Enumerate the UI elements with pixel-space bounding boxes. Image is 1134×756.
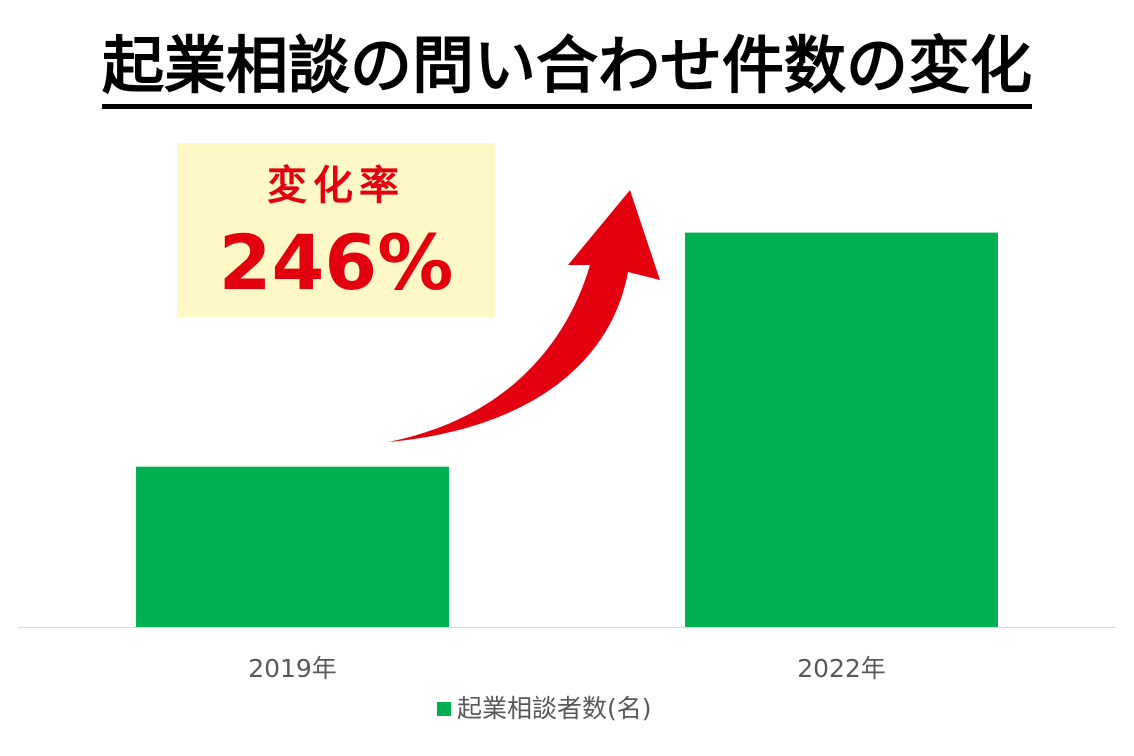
x-tick-label: 2022年 [797, 654, 886, 683]
change-rate-callout: 変化率 246% [177, 143, 495, 317]
chart-title-text: 起業相談の問い合わせ件数の変化 [101, 29, 1032, 109]
chart-title: 起業相談の問い合わせ件数の変化 [0, 26, 1134, 109]
curved-up-arrow-icon [388, 190, 660, 442]
legend-swatch [437, 702, 451, 716]
change-rate-label: 変化率 [267, 163, 405, 209]
bar [136, 466, 449, 627]
x-tick-label: 2019年 [248, 654, 337, 683]
legend-label: 起業相談者数(名) [457, 694, 652, 723]
bar [685, 232, 998, 627]
change-rate-value: 246% [218, 218, 454, 307]
